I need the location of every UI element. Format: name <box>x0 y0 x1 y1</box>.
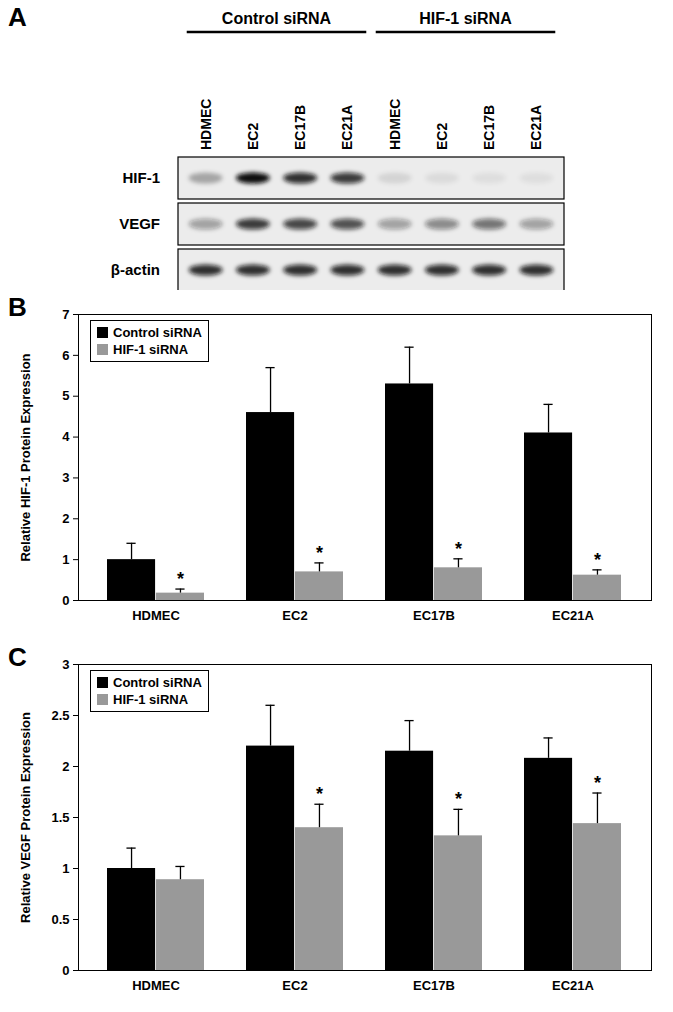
html-text:Control siRNA: Control siRNA <box>113 325 202 340</box>
svg-text:6: 6 <box>62 348 69 363</box>
svg-text:HDMEC: HDMEC <box>198 99 214 150</box>
svg-text:2: 2 <box>62 759 69 774</box>
svg-text:*: * <box>316 543 323 563</box>
svg-text:HDMEC: HDMEC <box>132 978 180 993</box>
html-text:HIF-1 siRNA: HIF-1 siRNA <box>113 342 189 357</box>
svg-text:*: * <box>455 789 462 809</box>
svg-text:1.5: 1.5 <box>51 810 69 825</box>
html-text:B: B <box>8 292 27 322</box>
svg-text:2: 2 <box>62 511 69 526</box>
html-text:Control siRNA: Control siRNA <box>113 675 202 690</box>
svg-text:0: 0 <box>62 963 69 978</box>
svg-text:Relative VEGF Protein Expressi: Relative VEGF Protein Expression <box>18 712 33 923</box>
svg-text:EC2: EC2 <box>434 123 450 150</box>
svg-text:5: 5 <box>62 388 69 403</box>
svg-text:HIF-1 siRNA: HIF-1 siRNA <box>419 10 512 27</box>
svg-text:3: 3 <box>62 470 69 485</box>
svg-text:7: 7 <box>62 307 69 322</box>
svg-text:1: 1 <box>62 861 69 876</box>
svg-text:β-actin: β-actin <box>111 261 160 278</box>
svg-text:*: * <box>316 784 323 804</box>
svg-text:Control siRNA: Control siRNA <box>222 10 332 27</box>
svg-text:Relative HIF-1 Protein Express: Relative HIF-1 Protein Expression <box>18 353 33 561</box>
svg-text:*: * <box>594 773 601 793</box>
svg-text:2.5: 2.5 <box>51 708 69 723</box>
svg-text:HDMEC: HDMEC <box>387 99 403 150</box>
html-text:HIF-1 siRNA: HIF-1 siRNA <box>113 692 189 707</box>
svg-text:EC21A: EC21A <box>552 608 595 623</box>
svg-text:EC17B: EC17B <box>413 608 455 623</box>
svg-text:*: * <box>455 539 462 559</box>
svg-text:EC21A: EC21A <box>528 105 544 150</box>
svg-text:0: 0 <box>62 593 69 608</box>
svg-text:HIF-1: HIF-1 <box>123 169 161 186</box>
svg-text:*: * <box>594 550 601 570</box>
svg-text:EC17B: EC17B <box>481 105 497 150</box>
svg-text:EC2: EC2 <box>282 608 307 623</box>
svg-text:EC2: EC2 <box>282 978 307 993</box>
svg-text:1: 1 <box>62 552 69 567</box>
svg-text:EC2: EC2 <box>245 123 261 150</box>
svg-text:0.5: 0.5 <box>51 912 69 927</box>
html-text:C: C <box>8 642 27 672</box>
svg-text:VEGF: VEGF <box>119 215 160 232</box>
svg-text:EC21A: EC21A <box>552 978 595 993</box>
svg-text:EC21A: EC21A <box>339 105 355 150</box>
svg-text:EC17B: EC17B <box>413 978 455 993</box>
svg-text:HDMEC: HDMEC <box>132 608 180 623</box>
svg-text:4: 4 <box>62 429 70 444</box>
svg-text:EC17B: EC17B <box>292 105 308 150</box>
svg-text:*: * <box>177 569 184 589</box>
svg-text:3: 3 <box>62 657 69 672</box>
html-text:A: A <box>8 2 27 32</box>
